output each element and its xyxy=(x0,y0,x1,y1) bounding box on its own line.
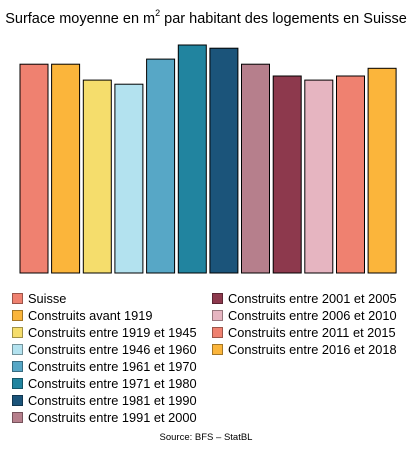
legend-swatch xyxy=(12,378,23,389)
legend-label: Construits entre 1971 et 1980 xyxy=(28,376,197,391)
source-note: Source: BFS – StatBL xyxy=(159,432,253,443)
bar-4 xyxy=(114,83,144,274)
legend-label: Construits entre 2011 et 2015 xyxy=(228,325,396,340)
legend-swatch xyxy=(212,293,223,304)
legend-item-8: Construits entre 1991 et 2000 xyxy=(12,409,197,426)
bar-11 xyxy=(336,75,365,274)
legend-label: Construits entre 1991 et 2000 xyxy=(28,410,197,425)
legend-label: Construits entre 1919 et 1945 xyxy=(28,325,197,340)
legend-label: Suisse xyxy=(28,291,67,306)
legend-label: Construits entre 2001 et 2005 xyxy=(228,291,397,306)
legend-item-3: Construits entre 1919 et 1945 xyxy=(12,324,197,341)
bar-10 xyxy=(304,79,334,274)
legend-label: Construits entre 1981 et 1990 xyxy=(28,393,197,408)
bar-9 xyxy=(272,75,302,274)
legend-label: Construits entre 1946 et 1960 xyxy=(28,342,197,357)
legend-label: Construits entre 2016 et 2018 xyxy=(228,342,397,357)
bar-1 xyxy=(19,63,49,274)
legend-label: Construits avant 1919 xyxy=(28,308,153,323)
legend-swatch xyxy=(12,293,23,304)
chart-title: Surface moyenne en m2 par habitant des l… xyxy=(5,8,407,27)
bar-chart xyxy=(19,44,397,274)
legend-right-column: Construits entre 2001 et 2005 Construits … xyxy=(212,290,397,358)
bars-group xyxy=(19,44,397,274)
bar-5 xyxy=(146,58,176,274)
legend-swatch xyxy=(12,310,23,321)
bar-3 xyxy=(82,79,112,274)
title-superscript: 2 xyxy=(155,8,161,18)
legend-swatch xyxy=(12,327,23,338)
legend-item-12: Construits entre 2016 et 2018 xyxy=(212,341,397,358)
legend-swatch xyxy=(12,361,23,372)
bar-6 xyxy=(177,44,207,274)
legend-item-6: Construits entre 1971 et 1980 xyxy=(12,375,197,392)
legend-swatch xyxy=(212,344,223,355)
legend-swatch xyxy=(12,395,23,406)
legend-swatch xyxy=(12,344,23,355)
legend-item-9: Construits entre 2001 et 2005 xyxy=(212,290,397,307)
legend-item-5: Construits entre 1961 et 1970 xyxy=(12,358,197,375)
legend-item-2: Construits avant 1919 xyxy=(12,307,197,324)
bar-8 xyxy=(241,63,270,274)
bar-7 xyxy=(209,47,239,274)
bar-2 xyxy=(51,63,81,274)
legend-swatch xyxy=(12,412,23,423)
legend-item-10: Construits entre 2006 et 2010 xyxy=(212,307,397,324)
legend-item-7: Construits entre 1981 et 1990 xyxy=(12,392,197,409)
legend-label: Construits entre 1961 et 1970 xyxy=(28,359,197,374)
legend-left-column: Suisse Construits avant 1919 Construits en… xyxy=(12,290,197,426)
legend-item-11: Construits entre 2011 et 2015 xyxy=(212,324,397,341)
legend-item-4: Construits entre 1946 et 1960 xyxy=(12,341,197,358)
legend-item-1: Suisse xyxy=(12,290,197,307)
legend-label: Construits entre 2006 et 2010 xyxy=(228,308,397,323)
legend-swatch xyxy=(212,310,223,321)
legend-swatch xyxy=(212,327,223,338)
bar-12 xyxy=(367,67,397,274)
